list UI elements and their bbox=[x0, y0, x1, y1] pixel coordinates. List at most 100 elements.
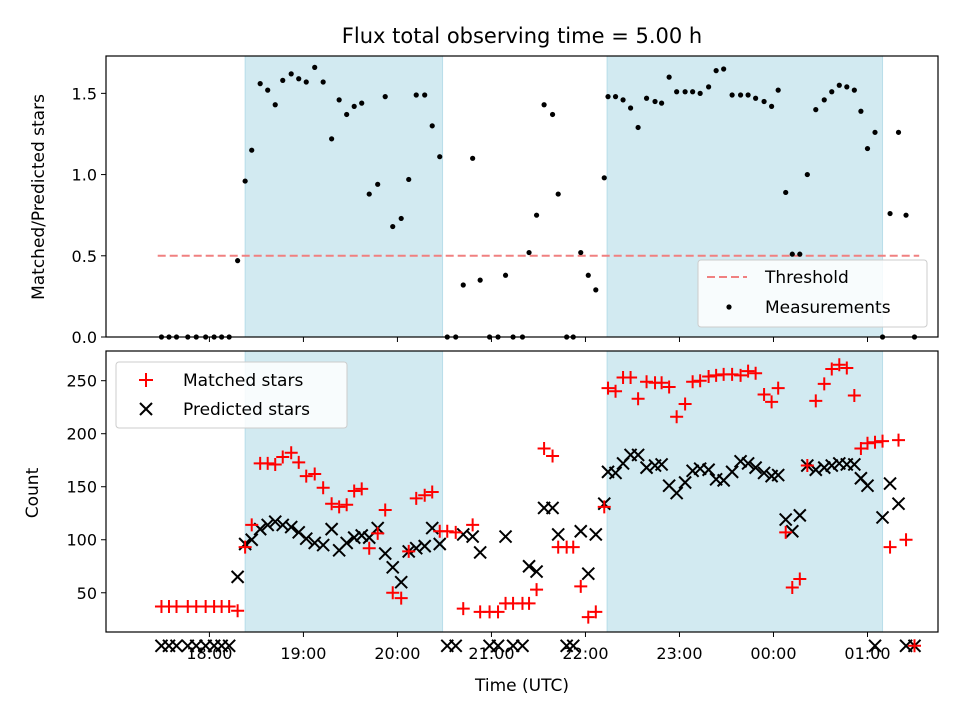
x-tick-label: 01:00 bbox=[844, 644, 890, 663]
matched-star-point bbox=[456, 602, 470, 616]
predicted-star-point bbox=[631, 448, 645, 462]
matched-star-point bbox=[371, 526, 385, 540]
predicted-star-point bbox=[825, 458, 839, 473]
predicted-star-point bbox=[793, 508, 807, 523]
observing-window-band bbox=[244, 55, 444, 338]
measurement-point bbox=[745, 92, 751, 98]
measurement-point bbox=[257, 81, 263, 87]
measurement-point bbox=[620, 97, 626, 103]
matched-star-point bbox=[765, 395, 779, 409]
measurement-point bbox=[652, 98, 658, 105]
measurement-point bbox=[502, 272, 509, 278]
legend-measurements-swatch bbox=[726, 304, 732, 310]
top-panel: 0.0 0.5 1.0 1.5 Matched/Predicted stars Thr… bbox=[29, 55, 939, 347]
predicted-star-point bbox=[860, 478, 875, 493]
matched-star-point bbox=[678, 397, 692, 411]
matched-star-point bbox=[793, 572, 807, 586]
measurement-point bbox=[659, 100, 665, 106]
matched-star-point bbox=[530, 583, 544, 597]
measurement-point bbox=[406, 176, 412, 183]
x-tick-label: 19:00 bbox=[280, 644, 326, 663]
predicted-star-point bbox=[545, 501, 560, 515]
predicted-star-point bbox=[276, 518, 290, 532]
matched-star-point bbox=[546, 449, 560, 463]
matched-star-point bbox=[238, 540, 252, 554]
measurement-point bbox=[249, 147, 255, 153]
matched-star-point bbox=[409, 491, 423, 505]
top-y-axis-label: Matched/Predicted stars bbox=[29, 94, 49, 300]
predicted-star-point bbox=[491, 639, 505, 653]
matched-star-point bbox=[907, 639, 921, 653]
matched-star-point bbox=[702, 369, 716, 383]
predicted-star-point bbox=[685, 464, 700, 478]
measurement-point bbox=[601, 175, 607, 181]
measurement-point bbox=[769, 103, 775, 109]
measurement-point bbox=[303, 79, 309, 85]
predicted-star-point bbox=[757, 466, 771, 480]
matched-star-point bbox=[231, 604, 245, 618]
measurement-point bbox=[813, 107, 819, 113]
predicted-star-point bbox=[299, 531, 313, 546]
measurement-point bbox=[296, 76, 302, 82]
measurement-point bbox=[635, 124, 641, 131]
matched-star-point bbox=[597, 500, 611, 514]
predicted-star-point bbox=[678, 475, 692, 490]
predicted-star-point bbox=[883, 476, 897, 491]
predicted-star-point bbox=[449, 639, 463, 653]
predicted-star-point bbox=[669, 486, 684, 500]
measurement-point bbox=[470, 155, 476, 161]
measurement-point bbox=[541, 102, 547, 108]
predicted-star-point bbox=[701, 463, 716, 477]
predicted-star-point bbox=[891, 496, 906, 511]
measurement-point bbox=[460, 282, 466, 288]
measurement-point bbox=[242, 178, 248, 184]
x-tick-label: 00:00 bbox=[750, 644, 796, 663]
measurement-point bbox=[312, 64, 318, 70]
measurement-point bbox=[235, 258, 241, 264]
predicted-star-point bbox=[339, 536, 354, 550]
measurement-point bbox=[887, 210, 893, 217]
measurement-point bbox=[526, 249, 532, 256]
matched-star-point bbox=[276, 450, 290, 464]
predicted-star-point bbox=[433, 537, 447, 551]
matched-star-point bbox=[566, 540, 580, 554]
predicted-star-point bbox=[589, 527, 603, 542]
matched-star-point bbox=[892, 433, 906, 447]
matched-star-point bbox=[624, 371, 638, 385]
matched-star-point bbox=[316, 481, 330, 495]
measurement-point bbox=[477, 277, 483, 283]
predicted-star-point bbox=[245, 533, 259, 547]
measurement-point bbox=[593, 287, 599, 293]
measurement-point bbox=[643, 95, 650, 101]
matched-star-point bbox=[418, 488, 432, 502]
predicted-star-point bbox=[741, 456, 755, 471]
y-tick-label: 1.0 bbox=[72, 166, 97, 185]
predicted-star-point bbox=[347, 530, 361, 545]
predicted-star-point bbox=[169, 639, 184, 653]
matched-star-point bbox=[308, 467, 322, 481]
predicted-star-point bbox=[875, 510, 890, 525]
measurement-point bbox=[789, 251, 795, 257]
predicted-star-point bbox=[654, 457, 669, 472]
matched-star-point bbox=[425, 485, 439, 499]
measurement-point bbox=[390, 223, 396, 230]
matched-star-point bbox=[840, 361, 854, 375]
measurement-point bbox=[336, 97, 342, 103]
measurement-point bbox=[753, 95, 759, 101]
predicted-star-point bbox=[529, 564, 544, 579]
measurement-point bbox=[605, 94, 611, 100]
measurement-point bbox=[413, 92, 419, 98]
matched-star-point bbox=[860, 436, 874, 450]
matched-star-point bbox=[589, 605, 603, 619]
legend-predicted-swatch bbox=[139, 402, 153, 416]
predicted-star-point bbox=[868, 639, 882, 653]
predicted-star-point bbox=[581, 566, 595, 581]
measurement-point bbox=[382, 94, 388, 100]
predicted-star-point bbox=[771, 468, 785, 482]
measurement-point bbox=[320, 79, 326, 85]
predicted-star-point bbox=[574, 524, 588, 538]
predicted-star-point bbox=[778, 512, 793, 527]
predicted-star-point bbox=[465, 529, 480, 544]
predicted-star-point bbox=[386, 560, 400, 575]
matched-star-point bbox=[686, 375, 700, 389]
